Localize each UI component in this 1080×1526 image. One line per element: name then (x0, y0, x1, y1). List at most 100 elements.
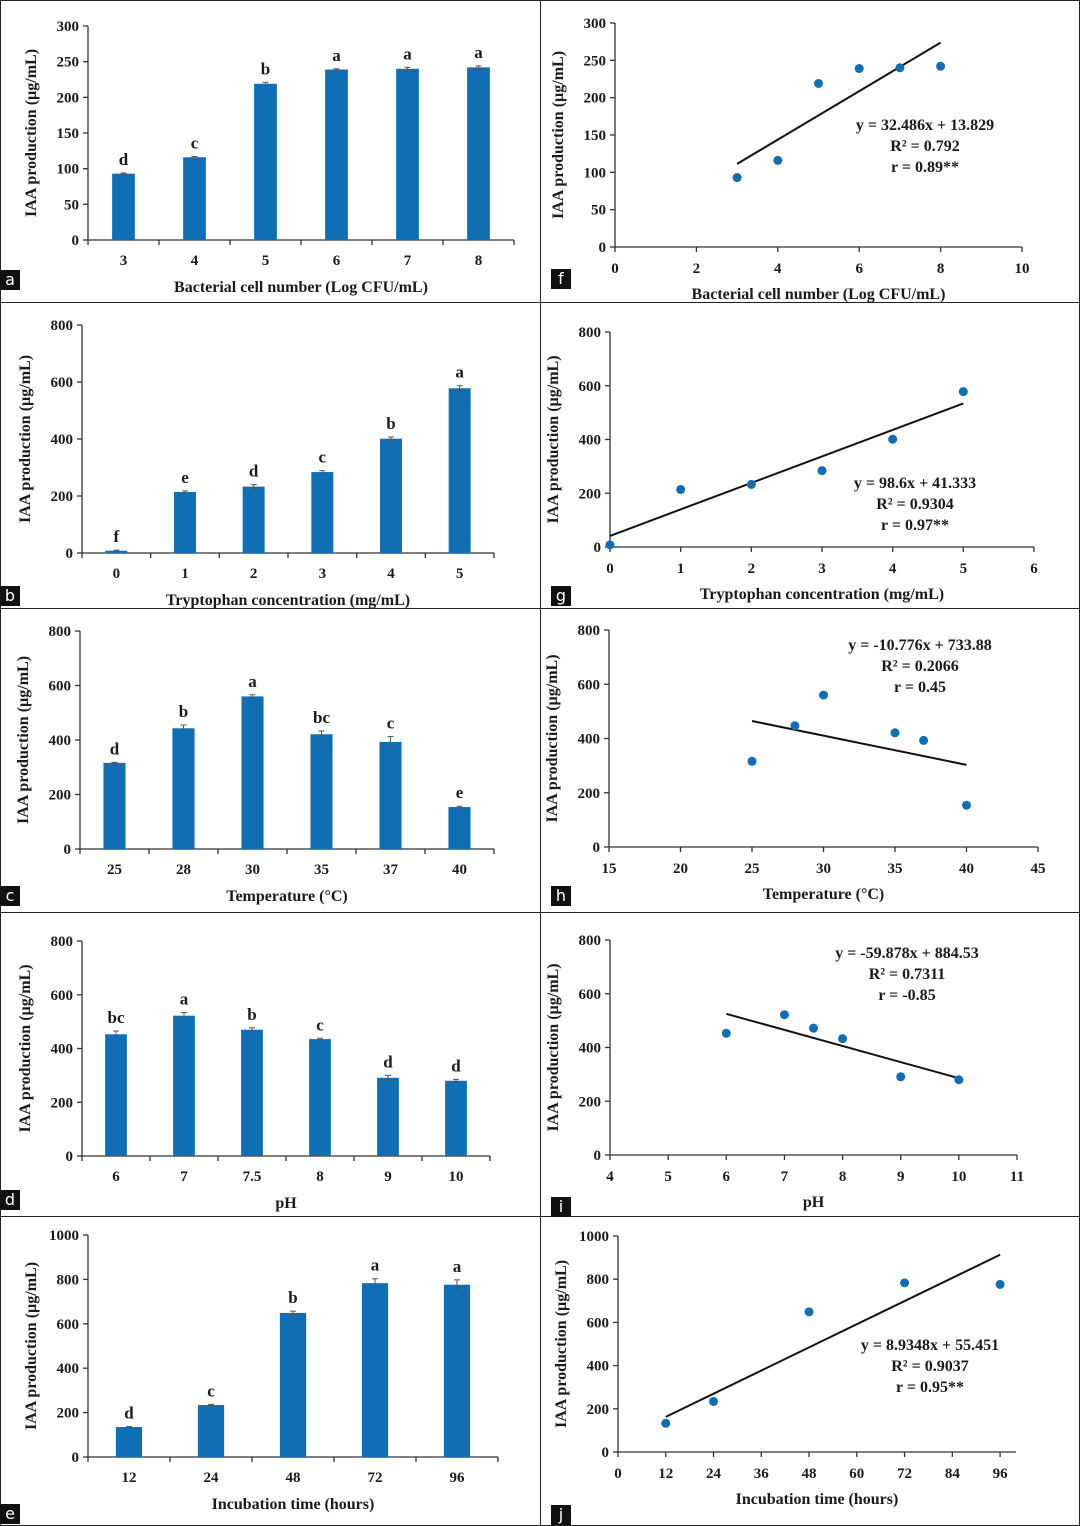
significance-letter: c (319, 448, 327, 467)
y-tick-label: 400 (578, 732, 601, 748)
y-tick-label: 800 (57, 1272, 80, 1288)
y-tick-label: 800 (51, 318, 74, 334)
significance-letter: d (383, 1052, 393, 1071)
y-tick-label: 250 (57, 55, 80, 71)
significance-letter: bc (108, 1008, 125, 1027)
significance-letter: a (474, 43, 483, 62)
x-tick-label: 8 (475, 253, 483, 269)
data-point (962, 800, 971, 810)
x-tick-label: 9 (897, 1169, 905, 1185)
significance-letter: b (247, 1005, 256, 1024)
regression-annotation: R² = 0.9304 (876, 496, 953, 513)
data-point (676, 484, 686, 494)
regression-annotation: y = -10.776x + 733.88 (848, 637, 992, 654)
x-tick-label: 45 (1031, 861, 1046, 877)
data-point (854, 64, 864, 74)
significance-letter: e (456, 783, 464, 802)
chart-svg-a: 0 50 100 150 200 250 300 IAA production (µg/mL)… (23, 19, 515, 296)
x-axis-label: Incubation time (hours) (736, 1491, 899, 1508)
panel-label-g: g (551, 586, 571, 606)
x-tick-label: 12 (658, 1466, 673, 1482)
bar-12 (115, 1427, 143, 1457)
x-tick-label: 7 (781, 1169, 789, 1185)
trendline (609, 402, 964, 537)
x-tick-label: 6 (333, 253, 341, 269)
y-tick-label: 0 (66, 546, 74, 562)
y-tick-label: 400 (49, 733, 72, 749)
regression-annotation: r = -0.85 (878, 987, 935, 1004)
chart-svg-b: 0 200 400 600 800 IAA production (µg/mL) Trypt… (17, 318, 495, 609)
x-tick-label: 1 (181, 566, 189, 582)
panel-c-bar-chart: 0 200 400 600 800 IAA production (µg/mL) Tempe… (0, 612, 540, 912)
y-tick-label: 600 (51, 375, 74, 391)
bar-37 (379, 741, 402, 849)
x-tick-label: 15 (602, 861, 617, 877)
y-tick-label: 100 (584, 165, 607, 181)
bar-10 (445, 1080, 467, 1156)
significance-letter: b (179, 702, 188, 721)
data-point (817, 466, 827, 476)
bar-5 (254, 83, 277, 240)
data-point (954, 1075, 964, 1085)
bar-7 (396, 68, 419, 240)
x-axis-label: Temperature (°C) (763, 886, 884, 903)
y-tick-label: 800 (51, 934, 74, 950)
data-point (819, 690, 828, 700)
x-tick-label: 1 (677, 561, 685, 577)
panel-label-e: e (0, 1504, 20, 1524)
bar-7.5 (241, 1029, 263, 1156)
x-tick-label: 25 (107, 862, 122, 878)
x-tick-label: 5 (664, 1169, 672, 1185)
y-tick-label: 800 (579, 325, 602, 341)
regression-annotation: R² = 0.792 (890, 138, 959, 155)
x-tick-label: 3 (818, 561, 826, 577)
y-axis-label: IAA production (µg/mL) (545, 355, 562, 523)
regression-annotation: y = -59.878x + 884.53 (835, 945, 979, 962)
regression-annotation: y = 8.9348x + 55.451 (861, 1337, 999, 1354)
y-tick-label: 150 (57, 126, 80, 142)
x-tick-label: 5 (456, 566, 464, 582)
y-axis-label: IAA production (µg/mL) (23, 1262, 40, 1430)
panel-f-scatter-chart: 0 50 100 150 200 250 300 IAA production (µg/mL)… (540, 0, 1080, 303)
significance-letter: d (110, 739, 120, 758)
data-point (709, 1396, 719, 1406)
x-tick-label: 3 (120, 253, 128, 269)
bar-28 (172, 728, 195, 849)
bar-5 (448, 388, 471, 553)
x-tick-label: 0 (611, 261, 619, 277)
significance-letter: f (113, 527, 119, 546)
y-tick-label: 300 (57, 19, 80, 35)
panel-label-i: i (551, 1197, 571, 1217)
x-tick-label: 7 (404, 253, 412, 269)
significance-letter: c (387, 713, 395, 732)
x-tick-label: 37 (383, 862, 399, 878)
panel-label-j: j (551, 1505, 571, 1525)
x-tick-label: 9 (384, 1169, 392, 1185)
x-tick-label: 84 (945, 1466, 961, 1482)
y-axis-label: IAA production (µg/mL) (17, 964, 34, 1132)
chart-svg-g: 0 200 400 600 800 IAA production (µg/mL) Trypt… (545, 325, 1038, 603)
regression-annotation: R² = 0.7311 (869, 966, 946, 983)
data-point (809, 1023, 818, 1033)
x-tick-label: 72 (897, 1466, 912, 1482)
bar-30 (241, 696, 264, 849)
regression-annotation: r = 0.89** (891, 159, 959, 176)
bar-3 (112, 173, 135, 240)
x-tick-label: 24 (706, 1466, 722, 1482)
regression-annotation: r = 0.45 (894, 679, 946, 696)
significance-letter: a (403, 44, 412, 63)
significance-letter: c (207, 1381, 215, 1400)
y-tick-label: 1000 (579, 1229, 609, 1245)
x-tick-label: 4 (606, 1169, 614, 1185)
data-point (814, 78, 823, 88)
x-axis-label: Tryptophan concentration (mg/mL) (166, 592, 410, 609)
y-axis-label: IAA production (µg/mL) (550, 51, 567, 219)
y-tick-label: 0 (64, 842, 72, 858)
bar-4 (380, 438, 402, 553)
x-tick-label: 12 (122, 1470, 137, 1486)
x-tick-label: 4 (387, 566, 395, 582)
y-tick-label: 0 (599, 240, 607, 256)
bar-1 (174, 492, 196, 553)
significance-letter: e (181, 468, 189, 487)
